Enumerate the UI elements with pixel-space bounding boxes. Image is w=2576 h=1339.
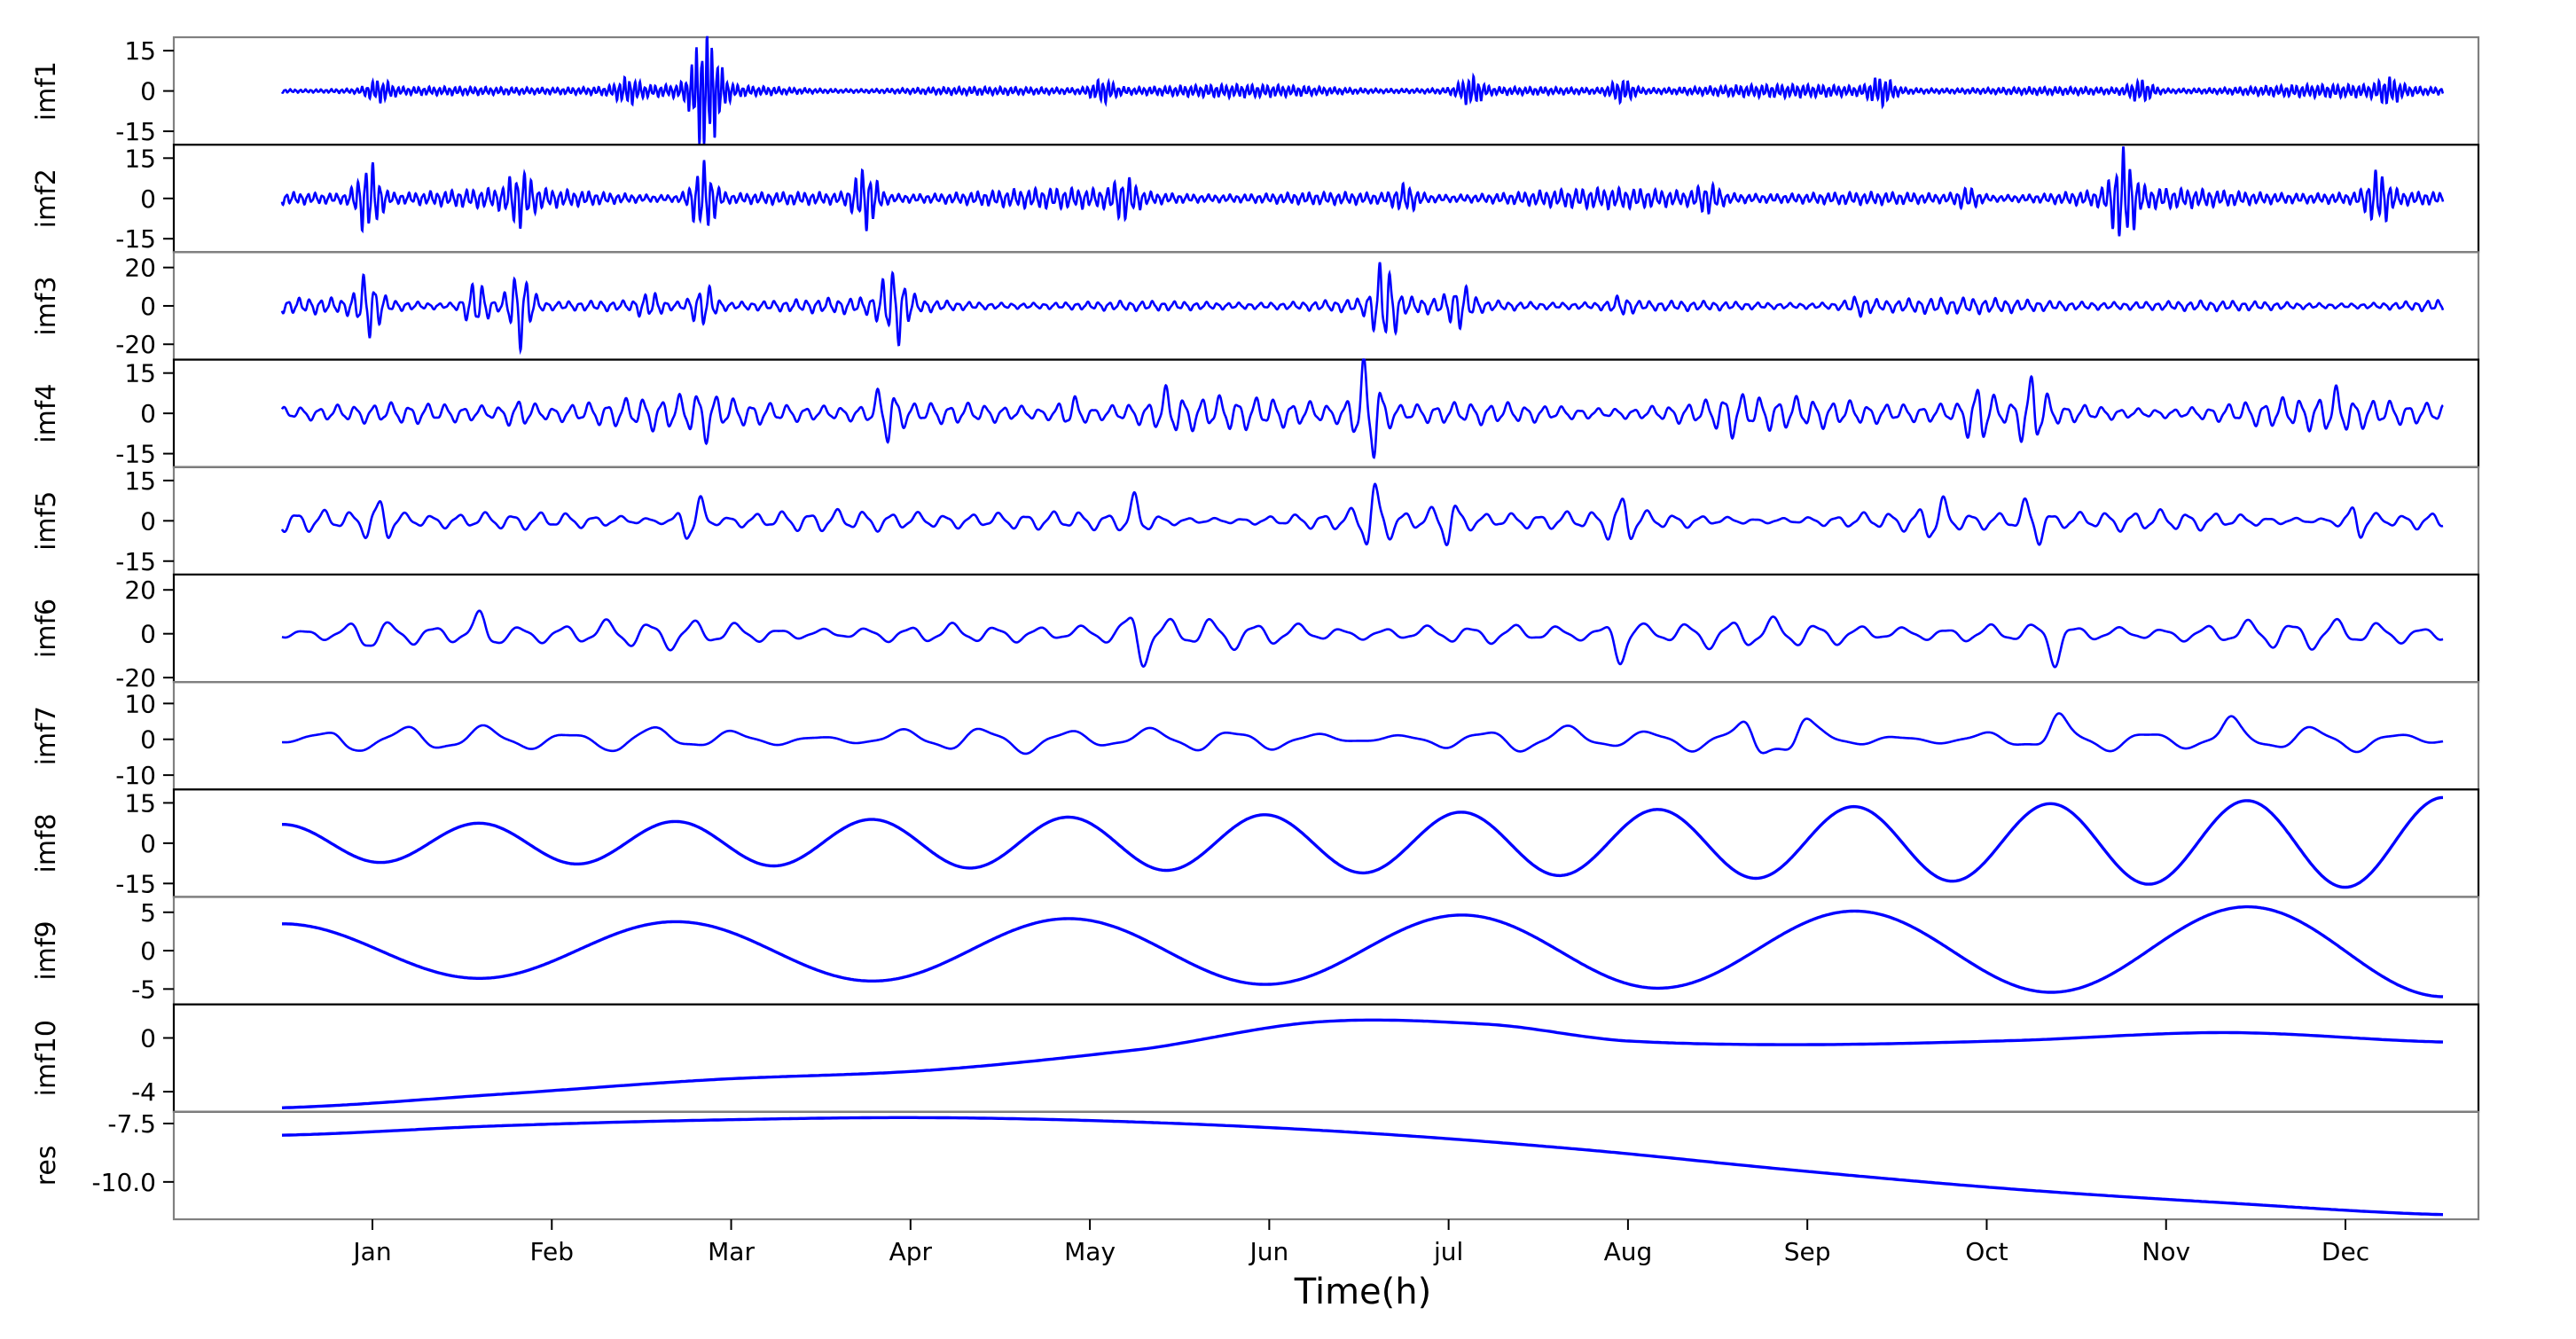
y-tick-label: -10 — [115, 761, 156, 790]
y-axis-label: imf6 — [31, 599, 62, 658]
y-axis-label: imf8 — [31, 813, 62, 873]
y-tick-label: 15 — [124, 144, 156, 173]
subplot-imf1: 15 0 -15 imf1 — [31, 35, 2480, 146]
y-tick-label: -4 — [131, 1077, 156, 1107]
x-tick-label: May — [1064, 1237, 1116, 1266]
y-tick-label: 0 — [140, 829, 156, 858]
y-axis-label: imf1 — [31, 61, 62, 121]
series-line-imf8 — [282, 795, 2443, 889]
y-tick-label: -15 — [115, 869, 156, 898]
subplot-frame — [172, 896, 2480, 1006]
subplot-imf4: 15 0 -15 imf4 — [31, 358, 2480, 469]
y-tick-label: 0 — [140, 725, 156, 755]
y-tick-label: 0 — [140, 292, 156, 321]
y-tick-label: -15 — [115, 117, 156, 146]
series-line-imf10 — [281, 1018, 2444, 1109]
series-line-imf4 — [280, 358, 2444, 459]
x-tick-label: Apr — [889, 1237, 933, 1266]
subplot-imf6: 20 0 -20 imf6 — [31, 573, 2480, 693]
y-tick-label: -20 — [115, 330, 156, 359]
y-tick-label: 15 — [124, 788, 156, 818]
series-line-imf1 — [280, 35, 2445, 145]
x-tick-label: Nov — [2141, 1237, 2190, 1266]
subplot-frame — [172, 788, 2480, 898]
subplot-imf9: 5 0 -5 imf9 — [31, 896, 2480, 1006]
y-tick-label: 0 — [140, 184, 156, 214]
subplot-imf3: 20 0 -20 imf3 — [31, 251, 2480, 361]
x-tick-label: Sep — [1784, 1237, 1831, 1266]
y-tick-label: 0 — [140, 399, 156, 428]
y-axis-label: imf7 — [31, 706, 62, 765]
x-tick-label: jul — [1433, 1237, 1463, 1266]
x-tick-label: Mar — [708, 1237, 755, 1266]
x-tick-label: Jan — [351, 1237, 391, 1266]
subplot-imf8: 15 0 -15 imf8 — [31, 788, 2480, 898]
y-axis-label: imf2 — [31, 168, 62, 228]
subplot-imf7: 10 0 -10 imf7 — [31, 680, 2480, 791]
y-tick-label: -15 — [115, 440, 156, 469]
subplot-panels: 15 0 -15 imf1 15 0 -15 imf2 20 0 -20 imf3 15 0 -15 imf4… — [31, 35, 2480, 1221]
x-tick-label: Dec — [2322, 1237, 2369, 1266]
y-tick-label: 10 — [124, 689, 156, 718]
subplot-imf10: 0 -4 imf10 — [31, 1003, 2480, 1113]
y-tick-label: -15 — [115, 224, 156, 254]
y-tick-label: 0 — [140, 936, 156, 966]
y-tick-label: 15 — [124, 466, 156, 496]
y-tick-label: 0 — [140, 77, 156, 106]
y-tick-label: -20 — [115, 663, 156, 693]
series-line-res — [281, 1116, 2444, 1217]
series-line-imf9 — [282, 904, 2444, 998]
y-axis-label: imf3 — [31, 276, 62, 335]
series-line-imf3 — [280, 262, 2445, 356]
y-tick-label: 0 — [140, 506, 156, 536]
x-axis: Jan Feb Mar Apr May Jun jul Aug Sep Oct Nov Dec — [351, 1219, 2369, 1266]
series-line-imf2 — [280, 145, 2445, 237]
subplot-res: -7.5 -10.0 res — [31, 1109, 2480, 1221]
y-axis-label: imf9 — [31, 920, 62, 980]
x-tick-label: Jun — [1248, 1237, 1288, 1266]
y-tick-label: 0 — [140, 620, 156, 649]
x-axis-label: Time(h) — [1294, 1272, 1431, 1312]
y-axis-label: imf10 — [31, 1020, 62, 1096]
y-tick-label: 5 — [140, 898, 156, 928]
x-tick-label: Aug — [1604, 1237, 1653, 1266]
x-tick-label: Feb — [529, 1237, 574, 1266]
subplot-imf2: 15 0 -15 imf2 — [31, 144, 2480, 254]
y-axis-label: res — [31, 1146, 62, 1186]
series-line-imf6 — [281, 609, 2444, 669]
series-line-imf7 — [282, 712, 2444, 756]
x-tick-label: Oct — [1965, 1237, 2008, 1266]
y-tick-label: -5 — [131, 975, 156, 1004]
y-tick-label: 15 — [124, 36, 156, 66]
y-tick-label: -10.0 — [92, 1168, 156, 1197]
y-tick-label: -15 — [115, 547, 156, 576]
y-axis-label: imf5 — [31, 491, 62, 551]
y-tick-label: 20 — [124, 576, 156, 605]
y-tick-label: -7.5 — [107, 1109, 156, 1139]
y-tick-label: 20 — [124, 254, 156, 283]
series-line-imf5 — [280, 482, 2444, 547]
subplot-imf5: 15 0 -15 imf5 — [31, 466, 2480, 576]
y-axis-label: imf4 — [31, 384, 62, 443]
subplot-frame — [172, 1110, 2480, 1221]
y-tick-label: 15 — [124, 359, 156, 388]
y-tick-label: 0 — [140, 1024, 156, 1053]
